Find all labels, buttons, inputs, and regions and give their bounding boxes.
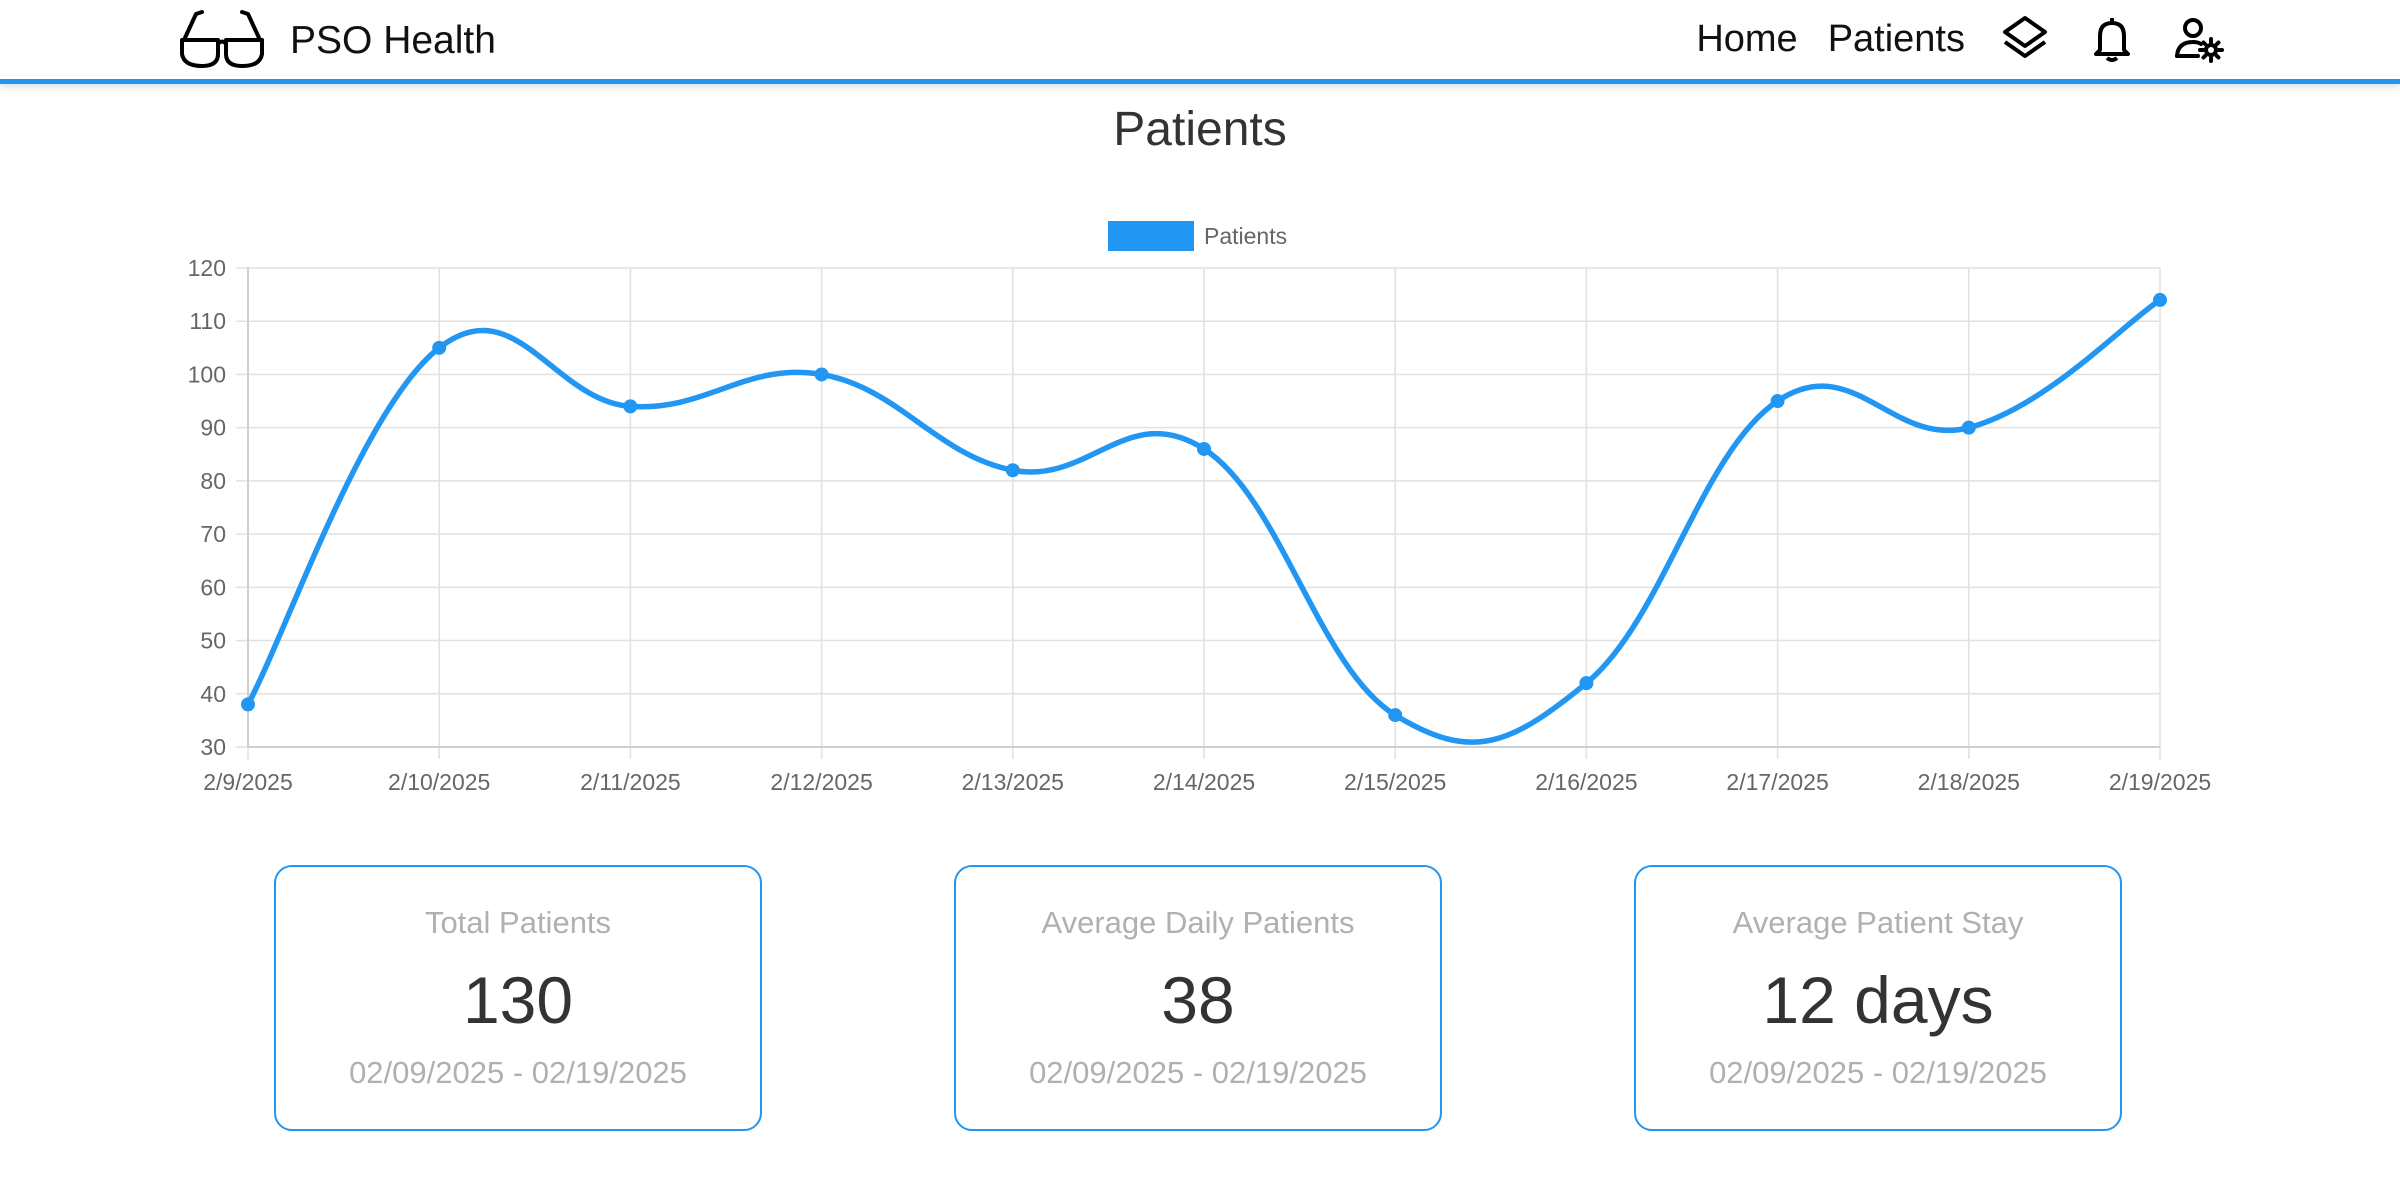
legend-swatch-patients [1108,221,1194,251]
y-tick-label: 70 [200,521,226,547]
data-point [1005,463,1020,478]
card-label: Total Patients [424,905,612,940]
brand-name: PSO Health [290,19,496,62]
y-tick-label: 110 [189,308,226,334]
y-tick-label: 90 [200,415,226,441]
average-patient-stay-card: Average Patient Stay 12 days 02/09/2025 … [1634,865,2122,1131]
data-point [432,340,447,355]
user-settings-icon[interactable] [2172,12,2226,66]
bell-icon[interactable] [2085,12,2139,66]
brand-link[interactable]: PSO Health [178,8,496,75]
y-tick-label: 40 [200,681,226,707]
x-tick-label: 2/15/2025 [1344,769,1446,795]
x-tick-label: 2/13/2025 [962,769,1064,795]
card-date-range: 02/09/2025 - 02/19/2025 [1709,1055,2047,1090]
data-point [1770,394,1785,409]
nav-link-patients[interactable]: Patients [1827,17,1965,60]
x-tick-label: 2/18/2025 [1918,769,2020,795]
nav-right: Home Patients [1666,8,2226,70]
card-label: Average Patient Stay [1732,905,2024,940]
card-label: Average Daily Patients [1041,905,1355,940]
layers-icon[interactable] [1998,12,2052,66]
x-tick-label: 2/11/2025 [580,769,681,795]
data-point [814,367,829,382]
legend-label-patients: Patients [1204,223,1287,249]
top-navbar: PSO Health Home Patients [0,0,2400,84]
data-point [241,697,255,712]
total-patients-card: Total Patients 130 02/09/2025 - 02/19/20… [274,865,762,1131]
x-tick-label: 2/10/2025 [388,769,490,795]
y-tick-label: 120 [188,255,226,281]
page-title: Patients [1113,103,1287,156]
card-value: 12 days [1762,963,1994,1037]
nav-link-home[interactable]: Home [1696,17,1798,60]
x-tick-label: 2/16/2025 [1535,769,1637,795]
patients-line-chart: 30 40 50 60 70 80 90 100 110 120 2/9/2025 2/10/2025… [188,221,2211,795]
data-point [1197,441,1211,456]
y-tick-label: 50 [200,628,226,654]
y-tick-label: 100 [188,361,226,387]
data-point [623,399,638,414]
card-date-range: 02/09/2025 - 02/19/2025 [1029,1055,1367,1090]
x-tick-label: 2/14/2025 [1153,769,1255,795]
data-point [1961,420,1976,435]
card-value: 38 [1161,963,1235,1037]
data-point [1579,676,1594,691]
x-tick-label: 2/9/2025 [203,769,293,795]
data-point [1388,708,1403,723]
glasses-icon [178,8,266,75]
average-daily-patients-card: Average Daily Patients 38 02/09/2025 - 0… [954,865,1442,1131]
x-tick-label: 2/12/2025 [770,769,872,795]
data-point [2153,292,2167,307]
y-tick-label: 30 [200,734,226,760]
y-tick-label: 60 [200,574,226,600]
card-date-range: 02/09/2025 - 02/19/2025 [349,1055,687,1090]
x-tick-label: 2/19/2025 [2109,769,2211,795]
y-tick-label: 80 [200,468,226,494]
card-value: 130 [462,963,574,1037]
x-tick-label: 2/17/2025 [1726,769,1828,795]
